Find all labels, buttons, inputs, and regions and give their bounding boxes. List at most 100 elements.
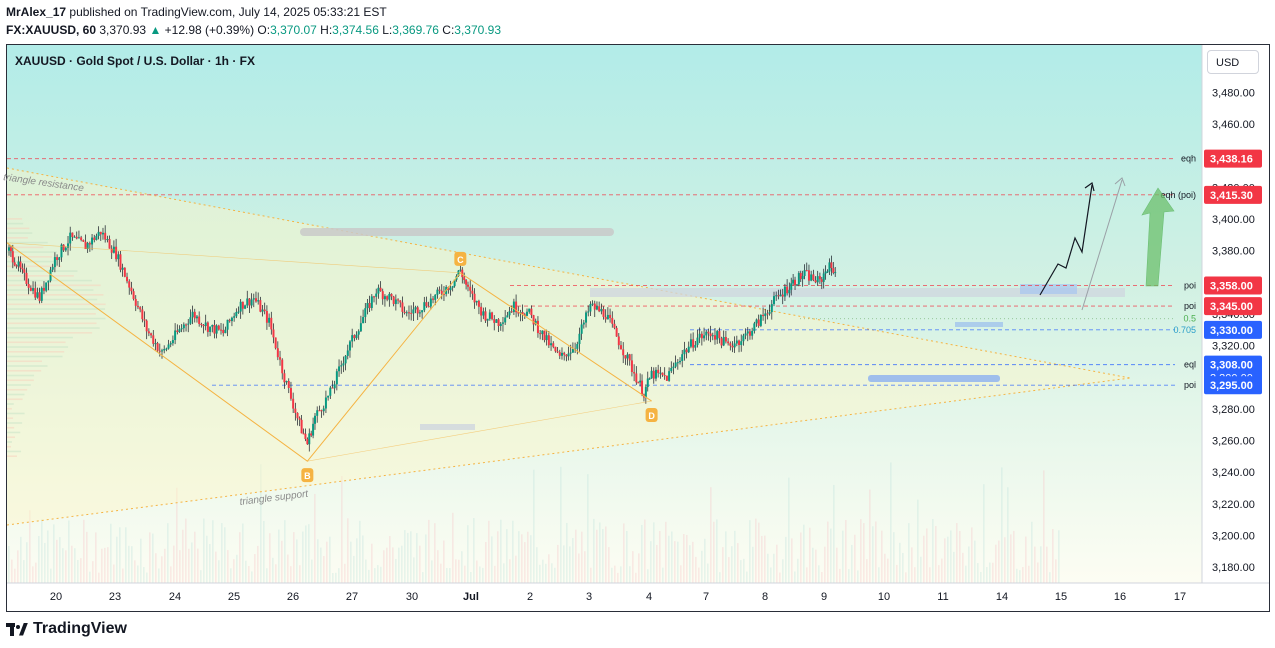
volume-bar (83, 520, 85, 583)
candle-body (712, 335, 714, 336)
volume-bar (137, 565, 139, 583)
volume-bar (845, 520, 847, 583)
candle-body (334, 384, 336, 388)
candle-body (19, 262, 21, 268)
candle-body (651, 371, 653, 379)
volume-bar (161, 556, 163, 583)
candle-body (557, 351, 559, 352)
volume-bar (488, 521, 490, 583)
volume-bar (506, 529, 508, 583)
volume-bar (608, 547, 610, 583)
volume-bar (653, 522, 655, 583)
candle-body (559, 352, 561, 356)
candle-body (148, 331, 150, 333)
candle-body (415, 307, 417, 309)
candle-body (314, 416, 316, 424)
candle-body (607, 315, 609, 319)
volume-bar (299, 565, 301, 583)
volume-bar (119, 527, 121, 583)
volume-bar (947, 537, 949, 583)
volume-bar (509, 559, 511, 583)
volume-bar (965, 566, 967, 583)
price-tag-text: 3,438.16 (1210, 154, 1253, 166)
candle-body (408, 312, 410, 313)
volume-bar (962, 553, 964, 583)
volume-bar (866, 559, 868, 583)
volume-bar (1040, 546, 1042, 583)
candle-body (178, 329, 180, 332)
volume-bar (596, 530, 598, 583)
candle-body (511, 311, 513, 312)
volume-bar (803, 525, 805, 583)
candle-body (91, 238, 93, 245)
volume-bar (377, 565, 379, 583)
volume-bar (53, 524, 55, 583)
candle-body (764, 313, 766, 316)
candle-body (364, 308, 366, 317)
volume-bar (995, 545, 997, 583)
volume-bar (1022, 567, 1024, 583)
candle-body (550, 343, 552, 345)
candle-body (657, 370, 659, 373)
level-label: 0.5 (1183, 314, 1196, 324)
candle-body (723, 337, 725, 345)
candle-body (43, 288, 45, 291)
volume-bar (944, 538, 946, 583)
candle-body (277, 348, 279, 357)
volume-bar (272, 558, 274, 583)
candle-body (316, 410, 318, 416)
candle-body (452, 286, 454, 287)
candle-body (290, 388, 292, 399)
volume-bar (356, 538, 358, 583)
volume-bar (14, 569, 16, 583)
volume-bar (320, 548, 322, 583)
candle-body (734, 343, 736, 347)
candle-body (762, 315, 764, 316)
candle-body (18, 262, 20, 267)
volume-bar (707, 564, 709, 583)
volume-bar (833, 485, 835, 583)
candle-body (596, 306, 598, 309)
candle-body (603, 309, 605, 317)
volume-bar (62, 548, 64, 583)
volume-bar (101, 549, 103, 583)
candle-body (229, 320, 231, 321)
candle-body (825, 272, 827, 274)
volume-bar (848, 569, 850, 583)
candle-body (205, 323, 207, 327)
volume-bar (599, 522, 601, 583)
candle-body (16, 265, 18, 266)
symbol-legend[interactable]: XAUUSD · Gold Spot / U.S. Dollar · 1h · … (15, 54, 255, 68)
volume-bar (389, 536, 391, 583)
candle-body (200, 324, 202, 325)
candle-body (639, 381, 641, 383)
volume-bar (146, 573, 148, 583)
tradingview-logo[interactable]: TradingView (6, 620, 127, 638)
currency-button[interactable]: USD (1207, 50, 1259, 74)
volume-bar (1058, 530, 1060, 583)
price-tick-label: 3,460.00 (1212, 119, 1255, 131)
volume-bar (92, 561, 94, 583)
volume-bar (902, 553, 904, 583)
volume-bar (821, 572, 823, 583)
volume-bar (971, 527, 973, 583)
time-tick-label: 10 (878, 591, 890, 603)
candle-body (39, 292, 41, 301)
volume-bar (614, 566, 616, 583)
candle-body (541, 331, 543, 334)
volume-bar (584, 551, 586, 583)
volume-bar (935, 526, 937, 583)
volume-bar (308, 524, 310, 583)
candle-body (52, 267, 54, 270)
time-tick-label: 26 (287, 591, 299, 603)
candle-body (528, 309, 530, 312)
volume-bar (149, 532, 151, 583)
candle-body (565, 355, 567, 357)
candle-body (244, 305, 246, 308)
volume-bar (818, 565, 820, 583)
candle-body (141, 309, 143, 319)
time-axis[interactable]: 20 23 24 25 26 27 30 Jul 2 3 4 7 8 9 10 11 14 15 16 17 (50, 591, 1186, 603)
candle-body (257, 300, 259, 301)
volume-bar (182, 530, 184, 583)
